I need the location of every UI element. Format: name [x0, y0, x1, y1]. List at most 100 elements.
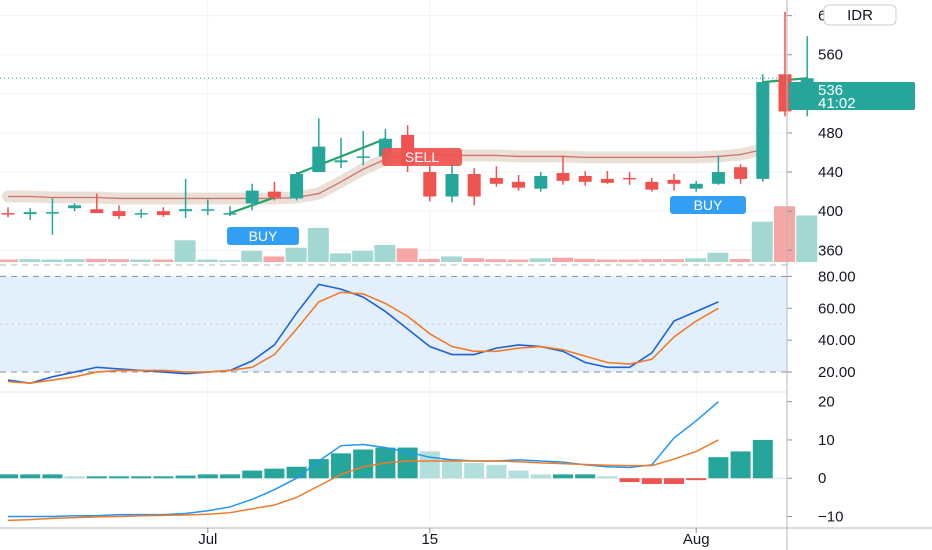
last-price-label: 536 41:02	[789, 82, 915, 112]
price-axis-tick-label: 560	[818, 47, 843, 64]
volume-bar	[418, 258, 440, 262]
chart-background-layer	[0, 0, 787, 528]
sell-signal-label: SELL	[405, 149, 439, 165]
stochastic-panel[interactable]	[0, 275, 787, 385]
bar-countdown: 41:02	[818, 95, 856, 112]
macd-histogram-bar	[553, 474, 573, 479]
candle-body[interactable]	[23, 212, 37, 215]
macd-histogram-bar	[597, 476, 618, 479]
currency-badge[interactable]: IDR	[823, 4, 897, 26]
candle-body[interactable]	[356, 156, 370, 158]
candle-body[interactable]	[467, 174, 481, 197]
macd-histogram-bar	[86, 476, 107, 479]
macd-histogram-bar	[220, 474, 240, 479]
macd-histogram-bar	[442, 459, 462, 479]
buy-signal-tag	[227, 227, 299, 245]
candle-body[interactable]	[112, 211, 126, 217]
macd-histogram-bar	[508, 470, 529, 479]
macd-histogram-bar	[175, 475, 196, 479]
volume-bar	[685, 258, 707, 262]
volume-bar	[219, 260, 240, 262]
volume-bar	[774, 206, 795, 262]
price-axis-tick-label: 480	[818, 125, 843, 142]
macd-axis-tick-label: 10	[818, 432, 835, 449]
volume-bar	[330, 253, 351, 262]
candle-body[interactable]	[645, 181, 659, 190]
candle-body[interactable]	[445, 174, 459, 197]
macd-histogram-bar	[20, 474, 41, 479]
volume-bar	[174, 240, 196, 262]
buy-signal-label: BUY	[249, 228, 278, 244]
candle-body[interactable]	[423, 172, 437, 197]
macd-histogram-bar	[308, 459, 329, 479]
buy-signal-tag	[670, 196, 746, 214]
candle-body[interactable]	[689, 183, 703, 189]
price-axis[interactable]: 36040044048056060020.0040.0060.0080.00−1…	[786, 0, 856, 550]
last-price-value: 536	[818, 82, 843, 99]
macd-axis-tick-label: 0	[818, 470, 826, 487]
candle-body[interactable]	[667, 179, 681, 184]
macd-histogram-bar	[153, 476, 174, 479]
candle-body[interactable]	[534, 175, 548, 189]
price-panel[interactable]: BUY SELL BUY	[0, 11, 818, 262]
candle-body[interactable]	[156, 211, 170, 216]
macd-histogram-bar	[353, 449, 374, 479]
candle-body[interactable]	[179, 209, 193, 212]
macd-panel[interactable]	[0, 401, 787, 522]
candle-body[interactable]	[623, 177, 637, 180]
macd-histogram-bar	[286, 466, 307, 479]
volume-bar	[352, 250, 374, 262]
candle-body[interactable]	[556, 173, 570, 181]
stochastic-axis-tick-label: 80.00	[818, 268, 856, 285]
candle-body[interactable]	[312, 146, 326, 173]
candle-body[interactable]	[778, 74, 792, 112]
volume-bar	[796, 215, 818, 262]
volume-bar	[618, 259, 640, 262]
volume-bar	[63, 259, 85, 262]
candle-body[interactable]	[68, 205, 82, 209]
volume-bar	[41, 259, 63, 262]
volume-bar	[85, 258, 107, 262]
volume-bar	[663, 259, 684, 262]
time-axis[interactable]: Jul 15 Aug	[0, 527, 932, 548]
volume-bar	[130, 259, 152, 262]
candle-body[interactable]	[578, 175, 592, 182]
candle-body[interactable]	[290, 174, 304, 199]
stochastic-axis-tick-label: 20.00	[818, 364, 856, 381]
candle-body[interactable]	[489, 177, 503, 184]
candle-body[interactable]	[334, 160, 348, 163]
volume-bar	[241, 250, 263, 262]
volume-bar	[640, 259, 662, 262]
candle-body[interactable]	[90, 209, 104, 214]
price-axis-tick-label: 440	[818, 164, 843, 181]
volume-bar	[19, 259, 41, 262]
volume-bar	[441, 256, 462, 262]
candle-body[interactable]	[201, 209, 215, 211]
candle-body[interactable]	[600, 178, 614, 183]
candle-body[interactable]	[223, 213, 237, 215]
time-axis-tick-label: Jul	[198, 531, 217, 548]
candle-body[interactable]	[756, 82, 770, 179]
candle-body[interactable]	[734, 167, 748, 179]
macd-axis-tick-label: −10	[818, 509, 843, 526]
macd-histogram-bar	[686, 478, 707, 481]
volume-bar	[751, 221, 773, 262]
candle-body[interactable]	[45, 212, 59, 214]
macd-histogram-bar	[242, 470, 263, 479]
macd-histogram-bar	[197, 474, 218, 479]
candle-body[interactable]	[1, 213, 15, 215]
candle-body[interactable]	[267, 191, 281, 198]
candle-body[interactable]	[512, 181, 526, 188]
volume-bar	[285, 247, 307, 262]
candle-body[interactable]	[134, 213, 148, 215]
candle-body[interactable]	[245, 190, 259, 204]
macd-histogram-bar	[486, 464, 507, 479]
price-axis-tick-label: 360	[818, 242, 843, 259]
macd-histogram-bar	[109, 476, 129, 479]
candle-body[interactable]	[711, 172, 725, 184]
macd-histogram-bar	[64, 476, 85, 479]
macd-histogram-bar	[131, 476, 152, 479]
volume-bar	[152, 259, 174, 262]
stochastic-d-line	[7, 291, 719, 385]
